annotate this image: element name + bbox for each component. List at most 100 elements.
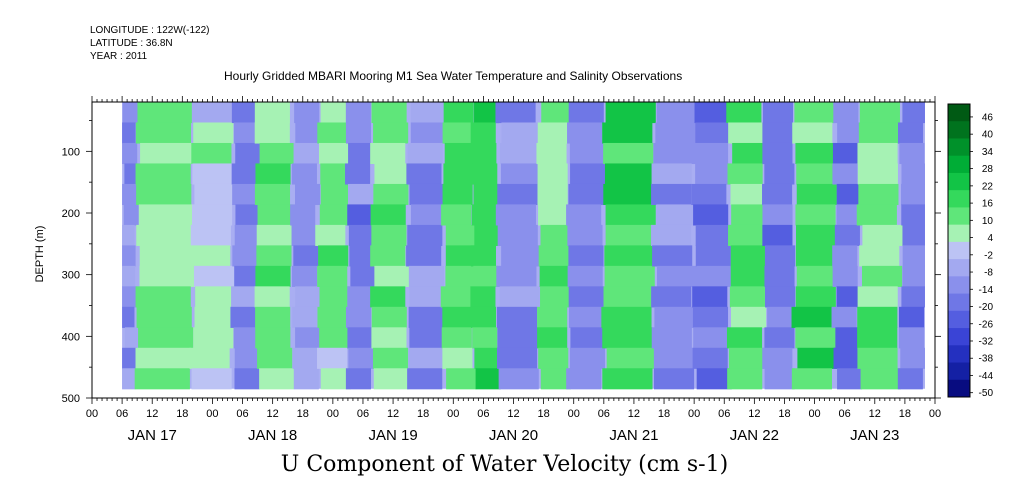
heatmap-cell xyxy=(539,265,570,287)
heatmap-cell xyxy=(537,163,568,185)
colorbar-label: -14 xyxy=(979,285,994,296)
heatmap-cell xyxy=(190,224,231,246)
heatmap-cell xyxy=(605,224,656,246)
heatmap-cell xyxy=(371,306,407,328)
heatmap-cell xyxy=(407,224,443,246)
heatmap-cell xyxy=(191,204,233,226)
heatmap-cell xyxy=(124,327,140,349)
x-tick-label: 00 xyxy=(86,408,98,420)
heatmap-cell xyxy=(498,368,539,390)
heatmap-cell xyxy=(695,163,731,185)
heatmap-cell xyxy=(605,102,656,124)
heatmap-cell xyxy=(694,102,730,124)
heatmap-cell xyxy=(857,347,898,369)
colorbar-swatch xyxy=(948,345,970,364)
heatmap-cell xyxy=(727,163,763,185)
y-axis-label: DEPTH (m) xyxy=(34,226,46,283)
heatmap-cell xyxy=(136,306,192,328)
heatmap-cell xyxy=(540,368,571,390)
heatmap-cell xyxy=(347,183,374,206)
heatmap-cell xyxy=(902,102,925,124)
heatmap-band xyxy=(230,102,261,390)
colorbar-swatch xyxy=(948,259,970,277)
heatmap-cell xyxy=(499,286,540,308)
heatmap-plot-area xyxy=(122,102,925,390)
heatmap-cell xyxy=(371,224,407,246)
heatmap-cell xyxy=(832,265,858,287)
heatmap-band xyxy=(122,102,140,390)
heatmap-cell xyxy=(373,183,409,206)
heatmap-cell xyxy=(320,163,351,185)
colorbar-label: -2 xyxy=(984,250,993,261)
x-day-label: JAN 19 xyxy=(368,427,417,444)
x-tick-label: 18 xyxy=(658,408,670,420)
heatmap-cell xyxy=(897,368,923,390)
heatmap-cell xyxy=(347,327,373,349)
x-tick-label: 12 xyxy=(869,408,881,420)
heatmap-cell xyxy=(409,327,445,349)
colorbar-swatch xyxy=(948,172,970,191)
heatmap-cell xyxy=(833,347,859,369)
heatmap-cell xyxy=(234,347,260,369)
heatmap-cell xyxy=(320,102,351,124)
heatmap-cell xyxy=(602,368,653,390)
heatmap-cell xyxy=(345,368,371,390)
heatmap-cell xyxy=(569,347,606,369)
heatmap-cell xyxy=(230,306,256,328)
heatmap-cell xyxy=(190,245,231,267)
heatmap-cell xyxy=(442,122,473,144)
heatmap-cell xyxy=(566,368,602,390)
heatmap-band xyxy=(897,102,925,390)
heatmap-cell xyxy=(292,347,318,369)
heatmap-cell xyxy=(860,368,901,390)
heatmap-cell xyxy=(138,204,194,226)
heatmap-cell xyxy=(345,163,371,185)
colorbar-swatch xyxy=(948,241,970,260)
heatmap-cell xyxy=(445,224,476,246)
heatmap-cell xyxy=(371,102,407,124)
heatmap-cell xyxy=(348,224,374,246)
heatmap-cell xyxy=(122,224,135,246)
x-tick-label: 06 xyxy=(598,408,610,420)
heatmap-cell xyxy=(726,327,763,349)
heatmap-cell xyxy=(898,306,925,328)
heatmap-cell xyxy=(568,286,604,308)
heatmap-cell xyxy=(729,286,765,308)
heatmap-cell xyxy=(472,163,498,185)
heatmap-cell xyxy=(605,204,656,226)
heatmap-cell xyxy=(603,286,654,308)
heatmap-cell xyxy=(858,183,899,206)
heatmap-cell xyxy=(653,142,694,165)
heatmap-cell xyxy=(692,286,728,308)
heatmap-cell xyxy=(656,204,697,226)
x-tick-label: 12 xyxy=(628,408,640,420)
heatmap-cell xyxy=(567,224,603,246)
heatmap-cell xyxy=(762,224,793,246)
heatmap-cell xyxy=(471,204,497,226)
heatmap-cell xyxy=(656,102,697,124)
heatmap-cell xyxy=(496,347,538,369)
heatmap-cell xyxy=(536,142,567,165)
x-day-label: JAN 20 xyxy=(489,427,538,444)
heatmap-cell xyxy=(232,183,258,206)
heatmap-cell xyxy=(409,286,445,308)
colorbar-label: 28 xyxy=(982,164,994,175)
colorbar-swatch xyxy=(948,362,970,381)
heatmap-cell xyxy=(501,245,542,267)
colorbar-swatch xyxy=(948,276,970,295)
x-tick-label: 06 xyxy=(236,408,248,420)
heatmap-cell xyxy=(857,286,898,308)
heatmap-cell xyxy=(900,347,925,369)
heatmap-cell xyxy=(691,183,727,206)
heatmap-cell xyxy=(408,265,444,287)
heatmap-cell xyxy=(569,142,605,165)
heatmap-band xyxy=(370,102,410,390)
heatmap-cell xyxy=(837,368,863,390)
heatmap-cell xyxy=(410,122,446,144)
heatmap-cell xyxy=(235,142,261,165)
heatmap-cell xyxy=(791,306,832,328)
heatmap-cell xyxy=(318,245,349,267)
chart-subtitle: U Component of Water Velocity (cm s-1) xyxy=(280,452,729,477)
heatmap-cell xyxy=(570,163,606,185)
colorbar-label: -50 xyxy=(979,388,994,399)
